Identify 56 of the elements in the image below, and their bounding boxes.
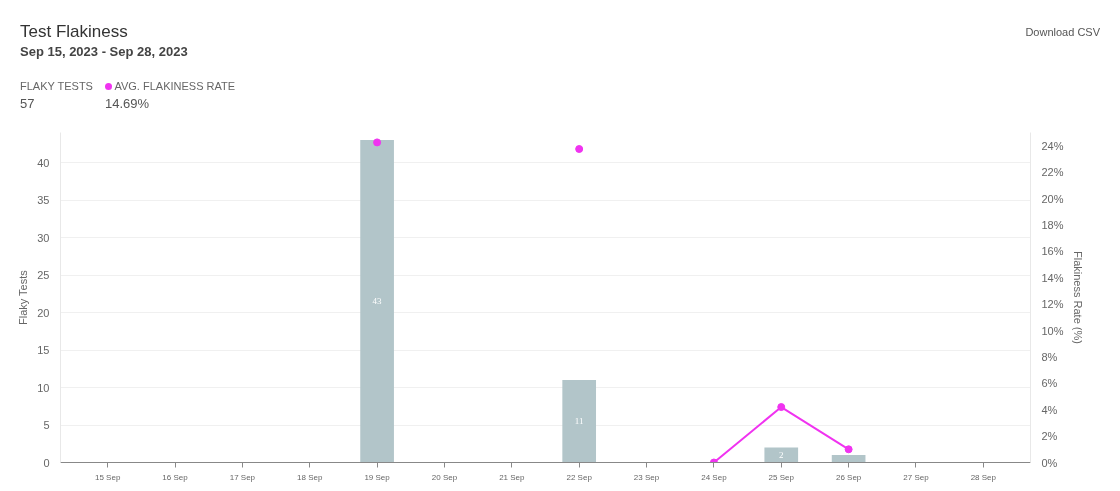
y2-tick-label: 18%	[1041, 218, 1064, 231]
data-label: 2	[779, 450, 784, 460]
y-tick-label: 40	[37, 156, 50, 169]
text: AVG. FLAKINESS RATE	[113, 79, 236, 94]
y-tick-label: 10	[37, 381, 50, 394]
x-tick-label: 15 Sep	[94, 472, 121, 482]
x-tick-label: 23 Sep	[633, 472, 660, 482]
chart-title: Test Flakiness	[20, 21, 128, 43]
x-tick-label: 22 Sep	[566, 472, 593, 482]
y2-tick-label: 6%	[1041, 377, 1058, 390]
bar	[360, 140, 394, 463]
data-label: 11	[574, 416, 584, 427]
x-tick-label: 16 Sep	[162, 472, 189, 482]
y2-tick-label: 16%	[1041, 245, 1064, 258]
x-tick-label: 17 Sep	[229, 472, 256, 482]
x-tick-label: 21 Sep	[499, 472, 526, 482]
y-tick-label: 20	[37, 306, 50, 319]
x-tick-label: 26 Sep	[835, 472, 862, 482]
y-tick-label: 0	[43, 456, 50, 469]
chart-subtitle: Sep 15, 2023 - Sep 28, 2023	[20, 43, 188, 61]
x-tick-label: 20 Sep	[431, 472, 458, 482]
y-axis-title: Flaky Tests	[17, 269, 30, 326]
x-tick-label: 25 Sep	[768, 472, 795, 482]
y2-tick-label: 12%	[1041, 298, 1064, 311]
bar	[764, 447, 799, 463]
x-tick-label: 19 Sep	[364, 472, 391, 482]
bar	[831, 455, 866, 463]
point	[575, 145, 584, 153]
point	[373, 138, 382, 147]
point	[844, 445, 853, 454]
x-tick-label: 18 Sep	[297, 472, 323, 482]
y2-tick-label: 22%	[1041, 166, 1064, 179]
y-tick-label: 35	[37, 194, 50, 206]
y-tick-label: 15	[37, 344, 50, 356]
text: FLAKY TESTS	[20, 79, 93, 94]
x-tick-label: 28 Sep	[970, 472, 997, 482]
bar	[562, 380, 597, 463]
y2-axis-title: Flakiness Rate (%)	[1071, 251, 1084, 344]
text: Download CSV	[1025, 25, 1100, 40]
y2-tick-label: 24%	[1041, 139, 1064, 152]
y2-tick-label: 8%	[1041, 350, 1058, 363]
y-tick-label: 25	[37, 269, 50, 281]
text: 14.69%	[105, 95, 150, 113]
x-tick-label: 24 Sep	[701, 472, 728, 482]
y2-tick-label: 0%	[1041, 456, 1058, 469]
y-tick-label: 30	[37, 231, 50, 244]
y2-tick-label: 10%	[1041, 324, 1064, 337]
y2-tick-label: 2%	[1041, 430, 1058, 443]
text: 57	[20, 95, 35, 113]
x-tick-label: 27 Sep	[903, 472, 930, 482]
y2-tick-label: 14%	[1041, 271, 1064, 284]
y2-tick-label: 20%	[1041, 192, 1064, 205]
data-label: 43	[372, 296, 383, 307]
y2-tick-label: 4%	[1041, 403, 1058, 416]
point	[777, 403, 786, 412]
y-tick-label: 5	[43, 419, 50, 431]
